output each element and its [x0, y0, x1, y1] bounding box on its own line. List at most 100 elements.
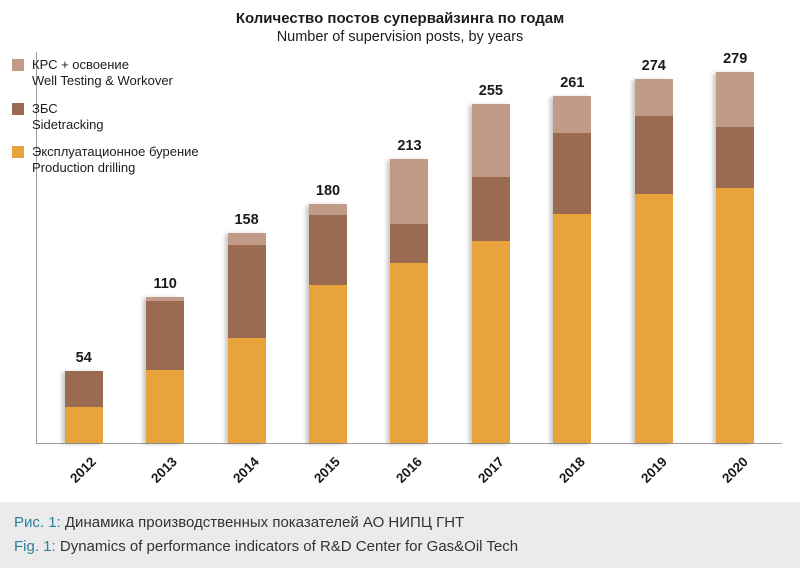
x-axis-tick: 2016	[368, 446, 450, 496]
bar-segment	[553, 133, 592, 214]
stacked-bar	[309, 204, 348, 443]
legend-label: Эксплуатационное бурение Production dril…	[32, 144, 199, 177]
legend-item-well-testing-workover: КРС + освоение Well Testing & Workover	[12, 57, 199, 90]
bar-total-label: 110	[153, 276, 177, 292]
x-axis-label: 2017	[474, 454, 507, 486]
bar-segment	[553, 96, 592, 133]
legend-item-production-drilling: Эксплуатационное бурение Production dril…	[12, 144, 199, 177]
plot-area: 54 110 158 180 213 255 261 274 279	[36, 51, 782, 444]
bar-segment	[390, 263, 429, 443]
bar-segment	[64, 407, 103, 443]
legend-label-en: Well Testing & Workover	[32, 73, 173, 89]
bar-segment	[64, 371, 103, 407]
bar-group-2017: 255	[450, 83, 531, 443]
legend-swatch-icon	[12, 102, 24, 115]
bar-segment	[390, 159, 429, 224]
chart-header: Количество постов супервайзинга по годам…	[0, 0, 800, 45]
caption-number-ru: Рис. 1:	[14, 514, 61, 531]
stacked-bar	[553, 96, 592, 443]
bar-total-label: 279	[723, 51, 748, 67]
stacked-bar	[471, 104, 510, 443]
bar-segment	[227, 338, 266, 443]
x-axis-tick: 2014	[205, 446, 287, 496]
figure-caption: Рис. 1: Динамика производственных показа…	[0, 502, 800, 568]
bar-group-2013: 110	[124, 276, 205, 443]
bar-segment	[471, 104, 510, 177]
bar-segment	[309, 204, 348, 215]
x-axis-tick: 2018	[531, 446, 613, 496]
bar-group-2015: 180	[287, 183, 368, 443]
x-axis-tick: 2019	[613, 446, 695, 496]
bar-segment	[716, 188, 755, 443]
x-axis-label: 2016	[393, 454, 425, 486]
legend-label-ru: Эксплуатационное бурение	[32, 144, 199, 159]
stacked-bar	[146, 297, 185, 443]
legend-item-sidetracking: ЗБС Sidetracking	[12, 101, 199, 134]
bar-total-label: 255	[478, 83, 503, 99]
x-axis-label: 2013	[148, 454, 181, 486]
x-axis-label: 2020	[719, 454, 752, 486]
bar-group-2018: 261	[532, 75, 613, 443]
bar-segment	[634, 194, 673, 443]
x-axis-tick: 2012	[42, 446, 124, 496]
bar-segment	[716, 72, 755, 127]
x-axis-label: 2018	[556, 454, 589, 486]
stacked-bar	[634, 79, 673, 443]
x-axis-label: 2019	[637, 454, 670, 486]
x-axis-label: 2012	[66, 454, 99, 486]
bar-group-2012: 54	[43, 350, 124, 443]
legend: КРС + освоение Well Testing & Workover З…	[12, 57, 199, 188]
bar-segment	[634, 116, 673, 194]
bar-total-label: 158	[234, 212, 259, 228]
bars-container: 54 110 158 180 213 255 261 274 279	[37, 51, 782, 443]
x-axis-tick: 2013	[124, 446, 206, 496]
bar-total-label: 213	[397, 138, 422, 154]
caption-number-en: Fig. 1:	[14, 538, 56, 555]
x-axis-tick: 2017	[450, 446, 532, 496]
caption-line-en: Fig. 1: Dynamics of performance indicato…	[14, 535, 786, 559]
bar-segment	[227, 233, 266, 245]
chart-title: Количество постов супервайзинга по годам	[235, 10, 565, 27]
bar-segment	[471, 241, 510, 443]
x-axis-label: 2014	[229, 454, 262, 486]
bar-group-2020: 279	[695, 51, 776, 443]
bar-segment	[471, 177, 510, 241]
caption-text-ru: Динамика производственных показателей АО…	[60, 514, 465, 531]
bar-segment	[634, 79, 673, 116]
x-axis-tick: 2015	[287, 446, 369, 496]
stacked-bar	[227, 233, 266, 443]
legend-label: КРС + освоение Well Testing & Workover	[32, 57, 173, 90]
bar-segment	[553, 214, 592, 443]
legend-label-ru: КРС + освоение	[32, 57, 129, 72]
x-axis-label: 2015	[311, 454, 344, 486]
bar-total-label: 54	[75, 350, 92, 366]
caption-text-en: Dynamics of performance indicators of R&…	[55, 538, 519, 555]
bar-group-2016: 213	[369, 138, 450, 443]
stacked-bar	[390, 159, 429, 443]
x-axis: 2012 2013 2014 2015 2016 2017 2018 2019 2020	[36, 446, 782, 496]
stacked-bar	[64, 371, 103, 443]
bar-total-label: 180	[315, 183, 341, 199]
legend-label-ru: ЗБС	[32, 100, 58, 116]
legend-label-en: Production drilling	[32, 160, 136, 176]
bar-group-2014: 158	[206, 212, 287, 443]
bar-segment	[146, 297, 185, 301]
bar-total-label: 261	[560, 75, 585, 91]
legend-swatch-icon	[12, 59, 24, 71]
bar-segment	[227, 245, 266, 338]
bar-segment	[309, 215, 348, 285]
bar-total-label: 274	[641, 58, 666, 74]
caption-line-ru: Рис. 1: Динамика производственных показа…	[14, 511, 786, 535]
stacked-bar	[716, 72, 755, 443]
bar-group-2019: 274	[613, 58, 694, 443]
x-axis-tick: 2020	[695, 446, 777, 496]
bar-segment	[716, 127, 755, 188]
bar-segment	[309, 285, 348, 443]
legend-swatch-icon	[12, 146, 24, 158]
legend-label: ЗБС Sidetracking	[32, 101, 104, 134]
bar-segment	[146, 370, 185, 443]
legend-label-en: Sidetracking	[32, 116, 104, 132]
chart-subtitle: Number of supervision posts, by years	[276, 29, 524, 45]
bar-segment	[390, 224, 429, 263]
